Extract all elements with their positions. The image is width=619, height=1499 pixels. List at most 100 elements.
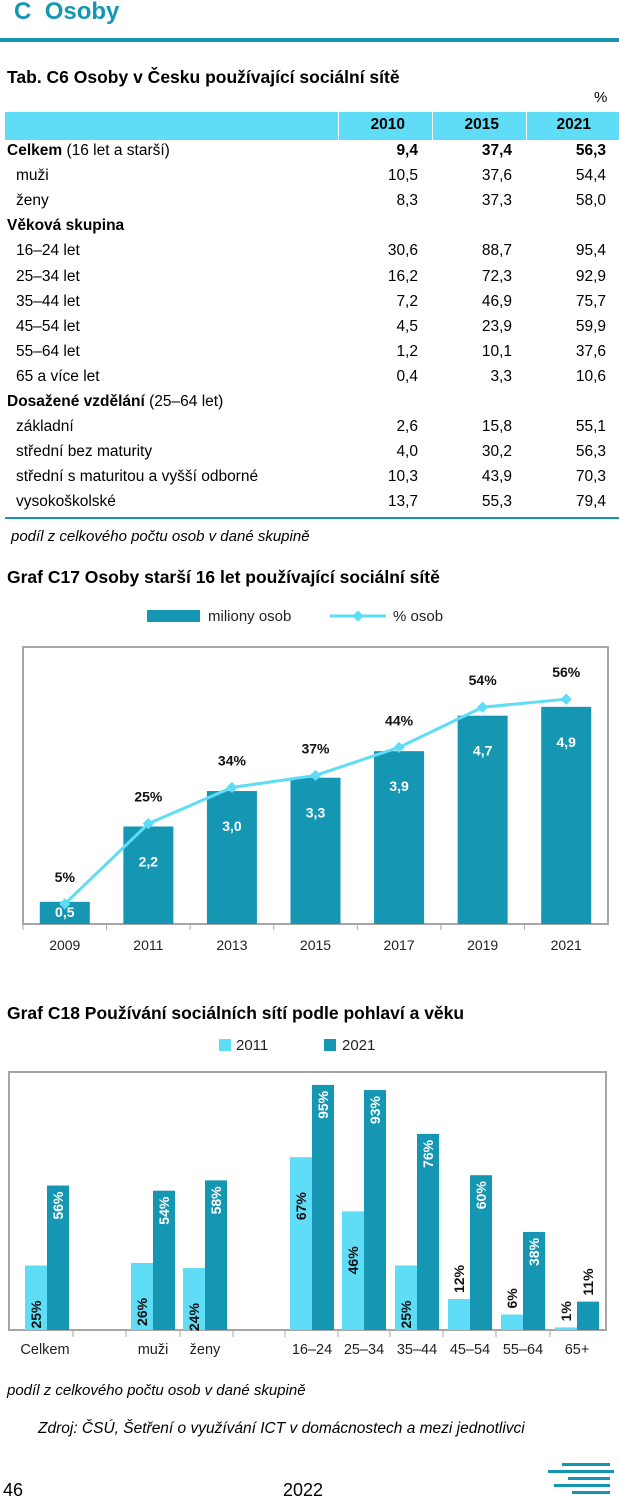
x-tick-label: 2021: [551, 937, 582, 953]
table-note: podíl z celkového počtu osob v dané skup…: [11, 528, 310, 545]
chart1-svg: miliony osob % osob 0,5 2009 2,2 2011 3,0 2013 3…: [22, 608, 609, 953]
table-row: 45–54 let 4,5 23,9 59,9: [0, 316, 619, 341]
row-label-suffix: (25–64 let): [144, 393, 224, 410]
table-cell: 13,7: [387, 493, 418, 511]
row-label-text: Celkem: [7, 142, 63, 159]
row-label-text: 16–24 let: [16, 242, 80, 260]
table-cell: 7,2: [396, 292, 418, 310]
label-2011: 46%: [345, 1246, 361, 1275]
bar-value-label: 3,3: [306, 805, 326, 821]
table-cell: 3,3: [490, 367, 512, 385]
bar-2011: [290, 1157, 312, 1330]
row-label: Dosažené vzdělání (25–64 let): [7, 393, 223, 411]
section-letter: C: [14, 0, 32, 25]
table-cell: 4,5: [396, 317, 418, 335]
table-row: 55–64 let 1,2 10,1 37,6: [0, 341, 619, 366]
table-cell: 55,1: [575, 418, 606, 436]
x-tick-label: ženy: [190, 1342, 221, 1358]
table-cell: 92,9: [575, 267, 606, 285]
section-name: Osoby: [44, 0, 120, 25]
bar-2021: [205, 1180, 227, 1330]
table-unit: %: [594, 89, 608, 106]
label-2021: 56%: [50, 1191, 66, 1220]
bar-2011: [25, 1265, 47, 1330]
x-tick-label: 2015: [300, 937, 331, 953]
table-cell: 4,0: [396, 443, 418, 461]
table-group-row: Věková skupina: [0, 215, 619, 240]
legend-2011-label: 2011: [236, 1037, 268, 1054]
table-cell: 43,9: [481, 468, 512, 486]
table-row: 65 a více let 0,4 3,3 10,6: [0, 366, 619, 391]
table-row: 25–34 let 16,2 72,3 92,9: [0, 266, 619, 291]
percent-label: 44%: [385, 712, 414, 728]
x-tick-label: muži: [138, 1342, 169, 1358]
row-label-text: ženy: [16, 192, 49, 210]
x-tick-label: 35–44: [397, 1342, 437, 1358]
percent-label: 54%: [469, 672, 498, 688]
label-2021: 11%: [580, 1268, 596, 1296]
label-2011: 25%: [28, 1300, 44, 1329]
bar-2021: [153, 1190, 175, 1330]
row-label: Celkem (16 let a starší): [7, 142, 170, 160]
table-cell: 30,2: [481, 443, 512, 461]
chart2-note: podíl z celkového počtu osob v dané skup…: [7, 1382, 306, 1399]
bar-millions: [374, 751, 425, 924]
row-label: 55–64 let: [16, 343, 80, 361]
row-label: 35–44 let: [16, 293, 80, 311]
row-label-text: Dosažené vzdělání: [7, 393, 145, 410]
row-label-text: 45–54 let: [16, 317, 80, 335]
csu-stripes-logo-icon: [548, 1463, 614, 1497]
label-2011: 12%: [451, 1264, 467, 1293]
table-cell: 59,9: [575, 317, 606, 335]
table-cell: 95,4: [575, 242, 606, 260]
header-year: 2021: [556, 116, 591, 133]
table-cell: 1,2: [396, 342, 418, 360]
legend-line-marker: [352, 610, 364, 622]
table-cell: 75,7: [575, 292, 606, 310]
bar-2011: [501, 1314, 523, 1330]
table-row: vysokoškolské 13,7 55,3 79,4: [0, 491, 619, 516]
bar-2021: [577, 1301, 599, 1330]
label-2011: 25%: [398, 1300, 414, 1329]
bar-value-label: 4,7: [473, 743, 493, 759]
table-cell: 54,4: [575, 167, 606, 185]
label-2021: 95%: [315, 1090, 331, 1119]
table-cell: 10,6: [575, 367, 606, 385]
legend-line-label: % osob: [393, 608, 443, 625]
legend-2021-swatch: [324, 1039, 336, 1051]
row-label-text: muži: [16, 167, 49, 185]
bar-value-label: 3,9: [389, 778, 409, 794]
header-separator: [526, 112, 527, 140]
bar-2011: [131, 1262, 153, 1330]
legend-2011-swatch: [219, 1039, 231, 1051]
table-cell: 58,0: [575, 192, 606, 210]
table-bottom-rule: [5, 517, 619, 519]
table-cell: 72,3: [481, 267, 512, 285]
bar-2021: [470, 1175, 492, 1330]
table-cell: 37,4: [481, 142, 512, 159]
table-cell: 37,3: [481, 192, 512, 210]
table-cell: 23,9: [481, 317, 512, 335]
table-row: muži 10,5 37,6 54,4: [0, 165, 619, 190]
row-label: 45–54 let: [16, 318, 80, 336]
table-row: střední bez maturity 4,0 30,2 56,3: [0, 441, 619, 466]
row-label-text: 55–64 let: [16, 342, 80, 360]
table-cell: 56,3: [575, 142, 606, 159]
x-tick-label: 2017: [383, 937, 414, 953]
chart2-title: Graf C18 Používání sociálních sítí podle…: [7, 1003, 465, 1023]
row-label: vysokoškolské: [16, 493, 116, 511]
bar-2011: [555, 1327, 577, 1330]
x-tick-label: 2019: [467, 937, 498, 953]
table-group-row: Dosažené vzdělání (25–64 let): [0, 391, 619, 416]
x-tick-label: 2009: [49, 937, 80, 953]
table-cell: 37,6: [481, 167, 512, 185]
bar-2021: [523, 1231, 545, 1330]
table-row: ženy 8,3 37,3 58,0: [0, 190, 619, 215]
legend-2021-label: 2021: [342, 1037, 375, 1054]
row-label: 25–34 let: [16, 268, 80, 286]
table-cell: 9,4: [396, 142, 418, 159]
table-cell: 10,3: [387, 468, 418, 486]
x-tick-label: 65+: [565, 1342, 590, 1358]
bar-millions: [206, 791, 257, 924]
label-2011: 26%: [134, 1297, 150, 1326]
